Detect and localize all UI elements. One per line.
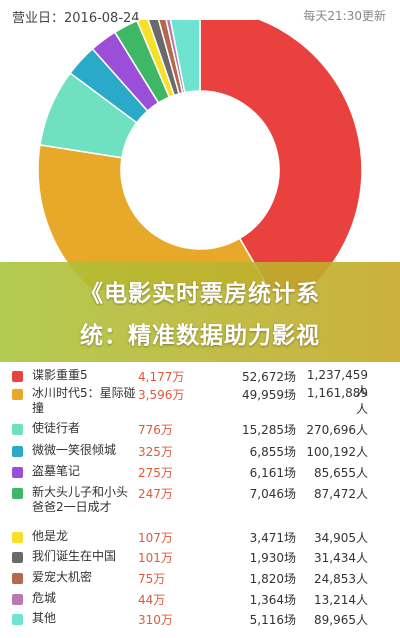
legend-swatch: [12, 424, 23, 435]
movie-name: 新大头儿子和小头爸爸2一日成才: [32, 485, 129, 514]
boxoffice-value: 3,596万: [138, 388, 185, 402]
boxoffice-value: 776万: [138, 423, 173, 437]
boxoffice-value: 101万: [138, 551, 173, 565]
audience-count: 34,905人: [314, 531, 368, 545]
title-banner: 《电影实时票房统计系 统：精准数据助力影视: [0, 262, 400, 362]
banner-line-1: 《电影实时票房统计系: [80, 281, 320, 307]
audience-count: 1,161,889人: [306, 386, 368, 416]
pie-slice: [37, 144, 271, 290]
movie-name: 谍影重重5: [32, 368, 88, 382]
boxoffice-value: 247万: [138, 487, 173, 501]
audience-count: 31,434人: [314, 551, 368, 565]
boxoffice-value: 275万: [138, 466, 173, 480]
shows-count: 1,364场: [249, 593, 296, 607]
boxoffice-value: 107万: [138, 531, 173, 545]
shows-count: 52,672场: [242, 370, 296, 384]
legend-swatch: [12, 594, 23, 605]
legend-swatch: [12, 467, 23, 478]
shows-count: 7,046场: [249, 487, 296, 501]
movie-name: 其他: [32, 611, 57, 625]
movie-name: 爱宠大机密: [32, 570, 93, 584]
audience-count: 24,853人: [314, 572, 368, 586]
shows-count: 3,471场: [249, 531, 296, 545]
shows-count: 6,161场: [249, 466, 296, 480]
movie-name: 盗墓笔记: [32, 464, 81, 478]
shows-count: 49,959场: [242, 388, 296, 402]
legend-swatch: [12, 389, 23, 400]
audience-count: 270,696人: [306, 423, 368, 437]
shows-count: 1,820场: [249, 572, 296, 586]
donut-chart: [37, 20, 363, 290]
audience-count: 13,214人: [314, 593, 368, 607]
legend-swatch: [12, 488, 23, 499]
audience-count: 1,237,459人: [306, 368, 368, 398]
shows-count: 1,930场: [249, 551, 296, 565]
movie-name: 他是龙: [32, 529, 69, 543]
boxoffice-value: 44万: [138, 593, 166, 607]
business-date: 营业日：2016-08-24: [12, 11, 140, 26]
boxoffice-value: 310万: [138, 613, 173, 627]
shows-count: 15,285场: [242, 423, 296, 437]
shows-count: 5,116场: [249, 613, 296, 627]
movie-name: 使徒行者: [32, 421, 81, 435]
movie-name: 危城: [32, 591, 57, 605]
movie-name: 微微一笑很倾城: [32, 443, 117, 457]
boxoffice-value: 4,177万: [138, 370, 185, 384]
movie-name: 冰川时代5：星际碰撞: [32, 386, 136, 415]
legend-swatch: [12, 446, 23, 457]
boxoffice-value: 325万: [138, 445, 173, 459]
boxoffice-value: 75万: [138, 572, 166, 586]
header: 营业日：2016-08-24 每天21:30更新: [0, 0, 400, 30]
movie-name: 我们诞生在中国: [32, 549, 117, 563]
legend-swatch: [12, 552, 23, 563]
legend-swatch: [12, 371, 23, 382]
shows-count: 6,855场: [249, 445, 296, 459]
pie-slice: [169, 20, 201, 94]
legend-swatch: [12, 573, 23, 584]
audience-count: 100,192人: [306, 445, 368, 459]
banner-line-2: 统：精准数据助力影视: [80, 323, 320, 349]
audience-count: 87,472人: [314, 487, 368, 501]
legend-swatch: [12, 532, 23, 543]
legend-swatch: [12, 614, 23, 625]
update-time: 每天21:30更新: [303, 9, 386, 23]
audience-count: 85,655人: [314, 466, 368, 480]
audience-count: 89,965人: [314, 613, 368, 627]
